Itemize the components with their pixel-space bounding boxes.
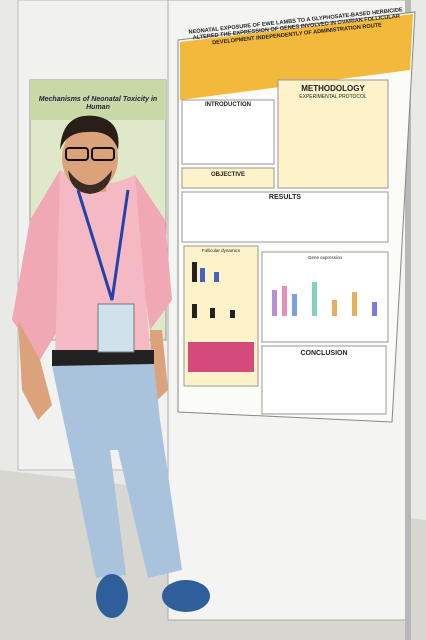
beard — [68, 170, 112, 194]
intro-box — [181, 99, 275, 165]
chart-bar — [192, 262, 197, 282]
methodology-box — [277, 79, 389, 189]
chart-bar — [200, 268, 205, 282]
chart-bar — [282, 286, 287, 316]
results-box — [181, 191, 389, 243]
board-pole — [405, 0, 411, 640]
gene-box — [261, 251, 389, 343]
belt — [52, 350, 154, 366]
chart-bar — [210, 308, 215, 318]
hair — [60, 115, 119, 150]
glasses — [65, 147, 89, 161]
section-heading: OBJECTIVE — [210, 172, 245, 178]
left-shoe — [96, 574, 128, 618]
objective-box — [181, 167, 275, 189]
follicle-chart-bars — [192, 262, 235, 318]
chart-bar — [312, 282, 317, 316]
gene-chart-bars — [272, 282, 377, 316]
person — [12, 115, 210, 618]
name-badge — [97, 303, 135, 353]
lanyard — [76, 189, 130, 301]
poster-title-banner — [180, 14, 413, 100]
section-heading: CONCLUSION — [300, 350, 348, 357]
left-sleeve — [12, 170, 70, 360]
chart-bar — [214, 272, 219, 282]
left-arm — [18, 320, 52, 420]
chart-bar — [230, 310, 235, 318]
jeans — [52, 364, 182, 578]
background-poster-title: Mechanisms of Neonatal Toxicity in Human — [38, 96, 158, 112]
right-sleeve — [135, 175, 172, 330]
section-heading: INTRODUCTION — [205, 102, 251, 108]
chart-caption: Gene expression — [307, 255, 343, 260]
chart-bar — [272, 290, 277, 316]
face — [62, 124, 118, 192]
section-subheading: EXPERIMENTAL PROTOCOL — [299, 94, 367, 100]
chart-bar — [292, 294, 297, 316]
chart-caption: Follicular dynamics — [201, 248, 241, 253]
chart-bar — [352, 292, 357, 316]
section-heading: METHODOLOGY — [301, 84, 365, 93]
conclusion-box — [261, 345, 387, 415]
histology-image — [188, 342, 254, 372]
right-shoe — [162, 580, 210, 612]
background-poster-header — [30, 80, 166, 120]
chart-bar — [192, 304, 197, 318]
glasses — [91, 147, 115, 161]
chart-bar — [372, 302, 377, 316]
chart-bar — [332, 300, 337, 316]
section-heading: RESULTS — [268, 194, 302, 201]
